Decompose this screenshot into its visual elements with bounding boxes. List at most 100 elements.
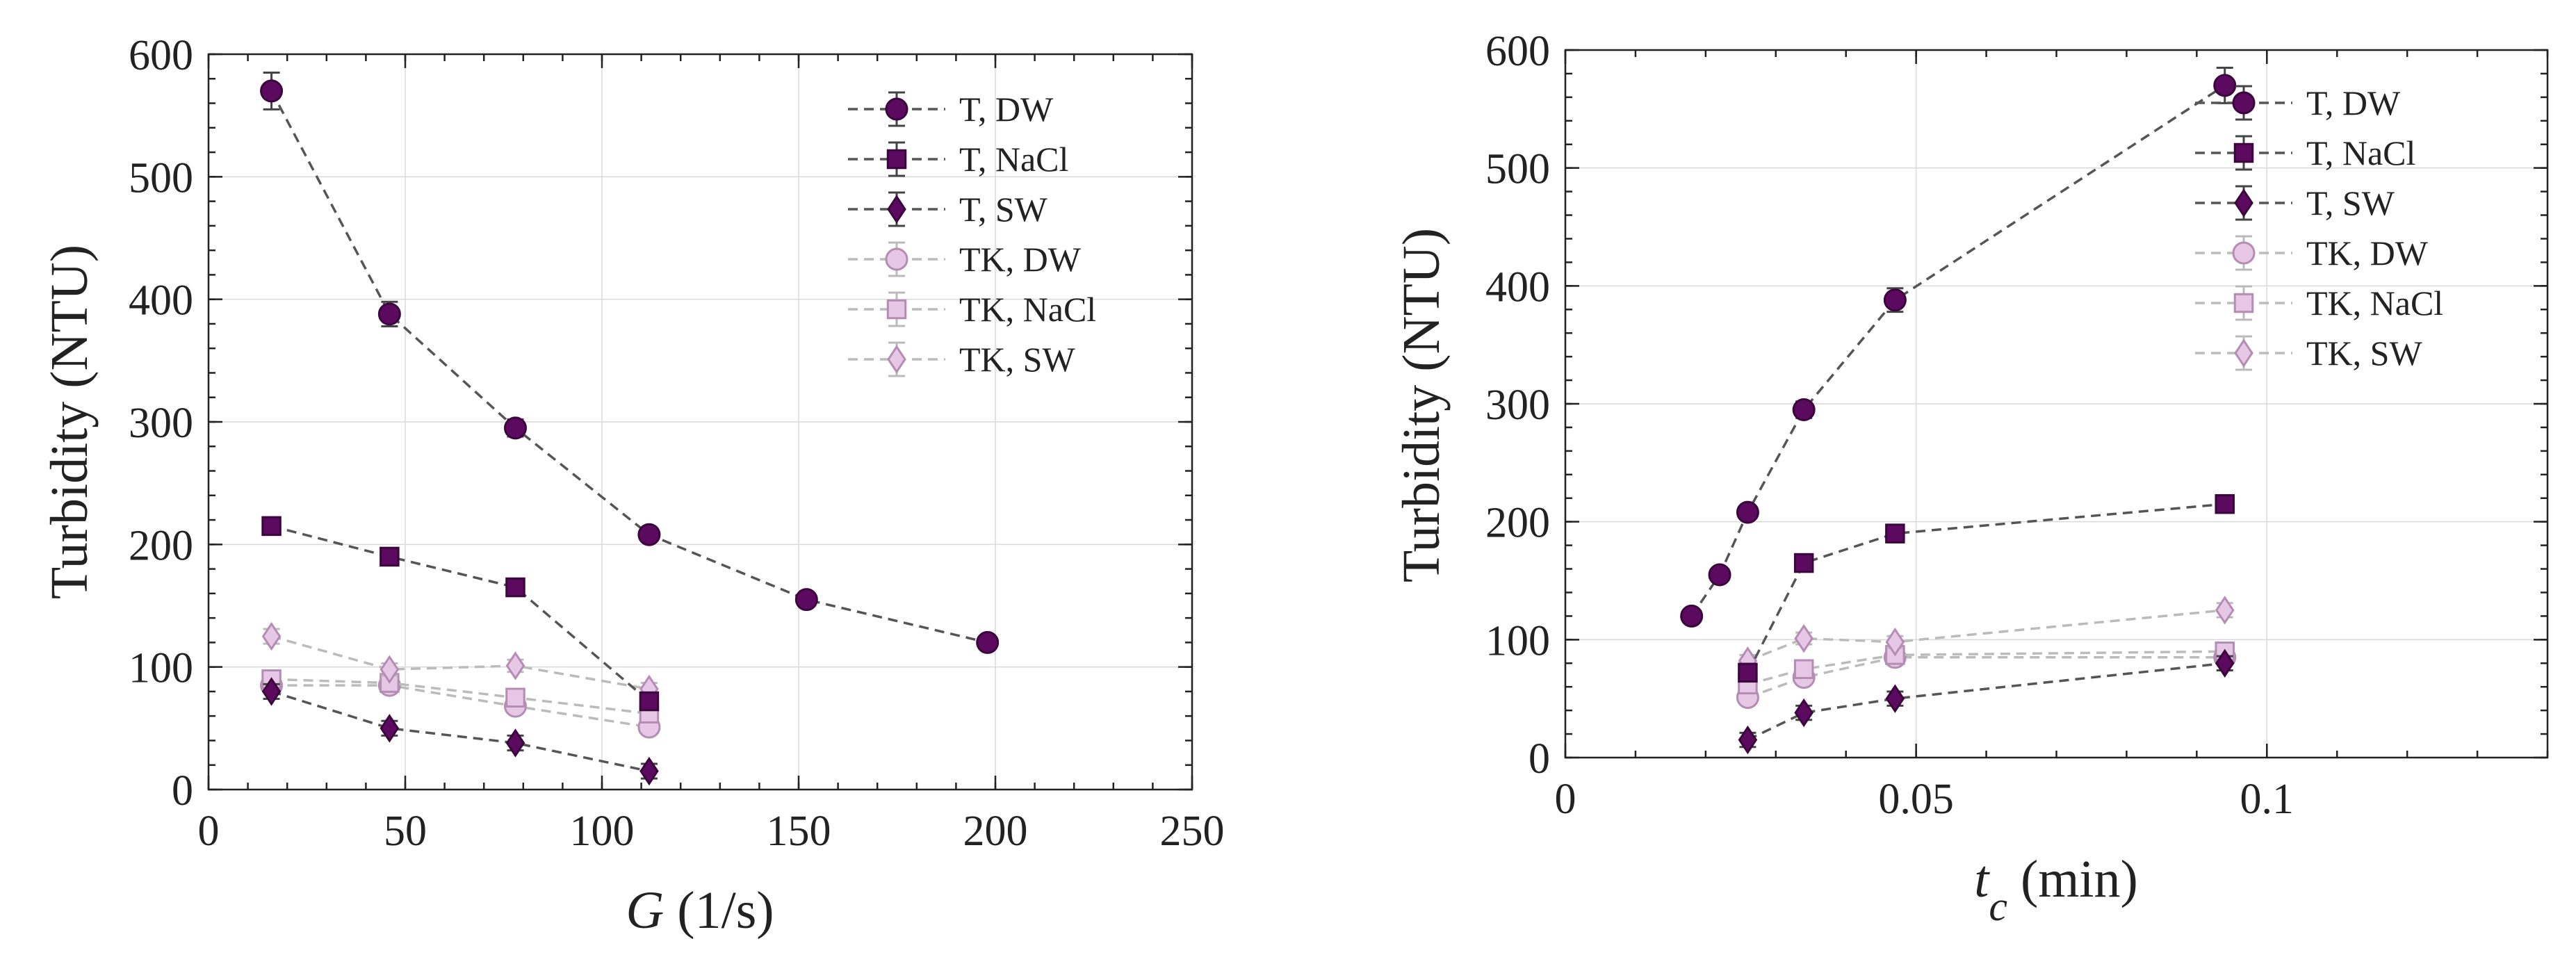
legend-label: TK, NaCl xyxy=(959,290,1096,329)
legend-marker xyxy=(885,97,908,121)
legend-marker xyxy=(886,299,907,320)
series-t-nacl xyxy=(261,516,660,712)
y-axis-label: Turbidity (NTU) xyxy=(1392,228,1451,582)
y-tick-label: 200 xyxy=(1485,500,1550,547)
grid-lines xyxy=(209,54,1192,790)
chart-turbidity-vs-g: 0 50 100 150 200 250 0 100 200 300 400 500 600 Turbi… xyxy=(40,32,1225,940)
x-tick-label: 0.05 xyxy=(1878,776,1954,823)
series-line xyxy=(271,525,651,703)
series-t-dw xyxy=(1680,66,2237,628)
legend-marker xyxy=(886,149,907,170)
legend-item-t-nacl: T, NaCl xyxy=(848,140,1068,179)
series-line xyxy=(271,684,650,728)
tick-marks xyxy=(1564,49,2549,759)
legend-marker xyxy=(887,195,906,224)
series-tk-nacl xyxy=(261,669,660,724)
x-tick-label: 0 xyxy=(1555,776,1576,823)
data-point xyxy=(377,302,401,326)
legend-item-tk-sw: TK, SW xyxy=(2195,334,2422,373)
y-tick-label: 600 xyxy=(129,32,193,79)
legend-label: TK, SW xyxy=(959,340,1075,379)
legend-item-t-dw: T, DW xyxy=(848,90,1054,129)
data-point xyxy=(1738,725,1758,755)
x-axis-label-rest: (1/s) xyxy=(664,881,774,940)
legend-item-t-sw: T, SW xyxy=(848,190,1048,229)
legend-marker xyxy=(887,345,906,374)
legend-label: T, SW xyxy=(2306,183,2395,222)
legend-item-t-nacl: T, NaCl xyxy=(2195,133,2415,172)
legend-item-tk-dw: TK, DW xyxy=(2195,234,2429,272)
legend-label: T, DW xyxy=(959,90,1054,129)
x-axis-label: G (1/s) xyxy=(626,881,774,940)
data-point xyxy=(637,523,661,546)
series-t-sw xyxy=(261,677,659,786)
data-point xyxy=(1885,523,1905,544)
data-point xyxy=(2215,596,2235,625)
series-line xyxy=(1690,84,2226,617)
legend-marker xyxy=(2233,293,2254,313)
series-tk-nacl xyxy=(1738,642,2235,695)
series-line xyxy=(1747,650,2225,686)
data-point xyxy=(1885,628,1905,657)
legend-label: T, NaCl xyxy=(2306,133,2415,172)
y-tick-label: 0 xyxy=(172,767,193,815)
y-tick-label: 300 xyxy=(129,400,193,447)
data-point xyxy=(1883,288,1907,312)
legend-item-tk-sw: TK, SW xyxy=(848,340,1075,379)
tick-labels: 0 50 100 150 200 250 0 100 200 300 400 500 600 xyxy=(129,32,1225,855)
series-tk-sw xyxy=(261,621,659,704)
data-point xyxy=(2215,493,2235,514)
data-point xyxy=(976,630,1000,654)
data-point xyxy=(639,756,659,786)
data-point xyxy=(1708,563,1731,587)
data-point xyxy=(261,516,282,537)
y-tick-label: 300 xyxy=(1485,382,1550,429)
legend-label: T, SW xyxy=(959,190,1048,229)
data-point xyxy=(260,79,284,103)
legend-label: T, DW xyxy=(2306,83,2401,122)
y-tick-label: 0 xyxy=(1529,735,1550,783)
data-point xyxy=(2215,648,2235,678)
series-t-sw xyxy=(1738,648,2235,755)
data-point xyxy=(505,651,525,680)
legend-item-tk-nacl: TK, NaCl xyxy=(2195,284,2443,322)
legend: T, DW T, NaCl T, SW TK, DW TK, NaCl TK, SW xyxy=(2195,83,2443,373)
data-point xyxy=(1793,659,1814,679)
grid-lines xyxy=(1565,50,2548,758)
data-point xyxy=(2213,74,2237,97)
legend-label: TK, NaCl xyxy=(2306,284,2443,322)
series-layer xyxy=(260,71,1000,786)
y-tick-label: 100 xyxy=(129,645,193,692)
x-axis-label: tc (min) xyxy=(1974,850,2138,929)
data-point xyxy=(380,714,400,743)
data-point xyxy=(1794,623,1813,653)
y-tick-label: 500 xyxy=(129,154,193,202)
legend-marker xyxy=(2232,91,2256,115)
data-point xyxy=(380,546,400,567)
legend-item-tk-nacl: TK, NaCl xyxy=(848,290,1096,329)
x-tick-label: 150 xyxy=(767,808,831,855)
legend-item-tk-dw: TK, DW xyxy=(848,240,1082,279)
data-point xyxy=(1793,553,1814,573)
y-tick-label: 500 xyxy=(1485,146,1550,193)
legend-marker xyxy=(2233,142,2254,163)
x-axis-label-rest: (min) xyxy=(2007,850,2138,908)
x-tick-label: 50 xyxy=(384,808,427,855)
y-tick-label: 200 xyxy=(129,522,193,569)
x-tick-label: 200 xyxy=(963,808,1028,855)
series-line xyxy=(1747,662,2225,742)
series-line xyxy=(270,90,988,644)
x-tick-label: 0 xyxy=(198,808,220,855)
data-point xyxy=(503,416,527,440)
y-axis-label: Turbidity (NTU) xyxy=(40,245,99,599)
data-point xyxy=(794,588,818,612)
data-point xyxy=(1738,662,1758,683)
series-line xyxy=(1747,656,2225,699)
tick-marks xyxy=(207,53,1193,791)
y-tick-label: 400 xyxy=(129,277,193,325)
series-t-dw xyxy=(260,71,1000,654)
legend-label: TK, DW xyxy=(2306,234,2429,272)
legend-label: T, NaCl xyxy=(959,140,1068,179)
x-axis-label-italic: G xyxy=(626,881,664,940)
